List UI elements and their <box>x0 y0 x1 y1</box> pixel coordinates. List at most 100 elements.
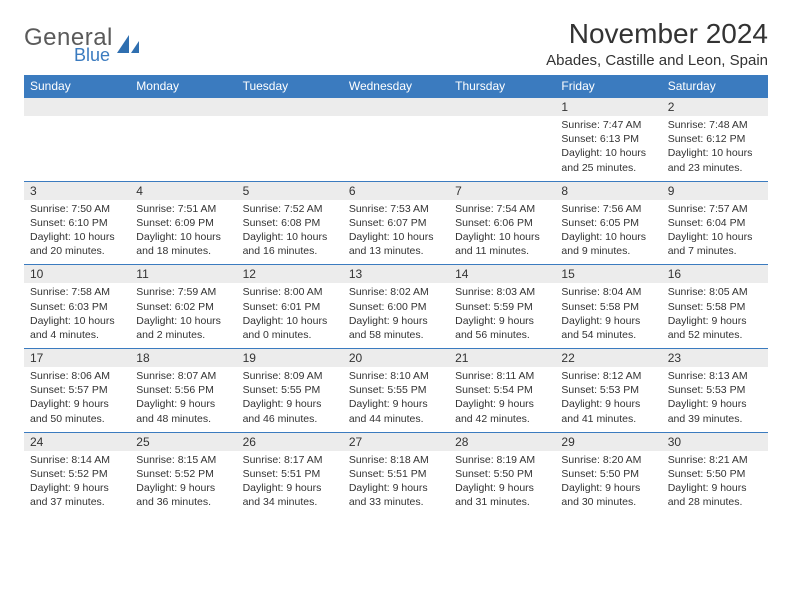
day-content-cell: Sunrise: 8:09 AMSunset: 5:55 PMDaylight:… <box>237 367 343 432</box>
day-content-cell: Sunrise: 8:19 AMSunset: 5:50 PMDaylight:… <box>449 451 555 516</box>
day-number-row: 17181920212223 <box>24 349 768 368</box>
sunrise-line: Sunrise: 8:10 AM <box>349 369 443 383</box>
day-number-cell: 17 <box>24 349 130 368</box>
day-content-cell: Sunrise: 7:50 AMSunset: 6:10 PMDaylight:… <box>24 200 130 265</box>
day-content-cell: Sunrise: 8:15 AMSunset: 5:52 PMDaylight:… <box>130 451 236 516</box>
sunset-line: Sunset: 5:50 PM <box>561 467 655 481</box>
day-content-cell: Sunrise: 8:04 AMSunset: 5:58 PMDaylight:… <box>555 283 661 348</box>
day-number-cell: 21 <box>449 349 555 368</box>
sunset-line: Sunset: 5:58 PM <box>561 300 655 314</box>
sunrise-line: Sunrise: 7:53 AM <box>349 202 443 216</box>
day-content-cell <box>237 116 343 181</box>
day-number-cell <box>343 98 449 117</box>
day-content-cell <box>130 116 236 181</box>
month-title: November 2024 <box>546 18 768 50</box>
sunset-line: Sunset: 6:06 PM <box>455 216 549 230</box>
day-number-cell <box>130 98 236 117</box>
daylight-line: Daylight: 9 hours and 54 minutes. <box>561 314 655 342</box>
logo-text-blue: Blue <box>74 46 113 64</box>
sunrise-line: Sunrise: 7:54 AM <box>455 202 549 216</box>
day-number-cell: 16 <box>662 265 768 284</box>
day-header: Saturday <box>662 75 768 98</box>
daylight-line: Daylight: 10 hours and 9 minutes. <box>561 230 655 258</box>
day-number-cell: 30 <box>662 432 768 451</box>
day-header: Tuesday <box>237 75 343 98</box>
day-content-row: Sunrise: 7:50 AMSunset: 6:10 PMDaylight:… <box>24 200 768 265</box>
daylight-line: Daylight: 10 hours and 11 minutes. <box>455 230 549 258</box>
day-content-cell: Sunrise: 8:18 AMSunset: 5:51 PMDaylight:… <box>343 451 449 516</box>
day-content-cell <box>24 116 130 181</box>
day-number-cell: 19 <box>237 349 343 368</box>
day-number-cell: 7 <box>449 181 555 200</box>
sunset-line: Sunset: 6:10 PM <box>30 216 124 230</box>
daylight-line: Daylight: 10 hours and 16 minutes. <box>243 230 337 258</box>
day-content-cell: Sunrise: 7:51 AMSunset: 6:09 PMDaylight:… <box>130 200 236 265</box>
day-header: Wednesday <box>343 75 449 98</box>
day-number-cell: 11 <box>130 265 236 284</box>
daylight-line: Daylight: 9 hours and 41 minutes. <box>561 397 655 425</box>
daylight-line: Daylight: 10 hours and 25 minutes. <box>561 146 655 174</box>
day-number-row: 3456789 <box>24 181 768 200</box>
day-content-cell: Sunrise: 8:06 AMSunset: 5:57 PMDaylight:… <box>24 367 130 432</box>
day-number-cell: 15 <box>555 265 661 284</box>
day-number-cell: 3 <box>24 181 130 200</box>
day-number-cell: 25 <box>130 432 236 451</box>
sail-icon <box>115 33 141 62</box>
day-content-row: Sunrise: 8:14 AMSunset: 5:52 PMDaylight:… <box>24 451 768 516</box>
daylight-line: Daylight: 9 hours and 37 minutes. <box>30 481 124 509</box>
sunrise-line: Sunrise: 7:50 AM <box>30 202 124 216</box>
sunset-line: Sunset: 5:57 PM <box>30 383 124 397</box>
sunset-line: Sunset: 5:54 PM <box>455 383 549 397</box>
day-number-cell <box>237 98 343 117</box>
daylight-line: Daylight: 9 hours and 31 minutes. <box>455 481 549 509</box>
day-content-row: Sunrise: 7:58 AMSunset: 6:03 PMDaylight:… <box>24 283 768 348</box>
day-content-cell: Sunrise: 7:53 AMSunset: 6:07 PMDaylight:… <box>343 200 449 265</box>
location: Abades, Castille and Leon, Spain <box>546 52 768 69</box>
daylight-line: Daylight: 10 hours and 20 minutes. <box>30 230 124 258</box>
day-number-cell: 1 <box>555 98 661 117</box>
day-header: Thursday <box>449 75 555 98</box>
day-content-cell: Sunrise: 8:17 AMSunset: 5:51 PMDaylight:… <box>237 451 343 516</box>
day-content-cell: Sunrise: 7:56 AMSunset: 6:05 PMDaylight:… <box>555 200 661 265</box>
sunrise-line: Sunrise: 8:17 AM <box>243 453 337 467</box>
day-content-cell: Sunrise: 8:11 AMSunset: 5:54 PMDaylight:… <box>449 367 555 432</box>
day-number-row: 24252627282930 <box>24 432 768 451</box>
sunrise-line: Sunrise: 8:12 AM <box>561 369 655 383</box>
day-number-cell: 9 <box>662 181 768 200</box>
day-number-cell: 24 <box>24 432 130 451</box>
sunset-line: Sunset: 6:08 PM <box>243 216 337 230</box>
day-content-cell: Sunrise: 8:21 AMSunset: 5:50 PMDaylight:… <box>662 451 768 516</box>
header: General Blue November 2024 Abades, Casti… <box>24 18 768 69</box>
sunrise-line: Sunrise: 8:00 AM <box>243 285 337 299</box>
daylight-line: Daylight: 9 hours and 58 minutes. <box>349 314 443 342</box>
sunset-line: Sunset: 5:59 PM <box>455 300 549 314</box>
day-header: Friday <box>555 75 661 98</box>
sunrise-line: Sunrise: 8:04 AM <box>561 285 655 299</box>
day-content-row: Sunrise: 7:47 AMSunset: 6:13 PMDaylight:… <box>24 116 768 181</box>
day-number-cell: 5 <box>237 181 343 200</box>
day-header: Monday <box>130 75 236 98</box>
sunset-line: Sunset: 6:02 PM <box>136 300 230 314</box>
day-number-row: 10111213141516 <box>24 265 768 284</box>
sunrise-line: Sunrise: 7:47 AM <box>561 118 655 132</box>
title-block: November 2024 Abades, Castille and Leon,… <box>546 18 768 69</box>
sunset-line: Sunset: 6:13 PM <box>561 132 655 146</box>
day-number-cell: 6 <box>343 181 449 200</box>
day-content-cell: Sunrise: 7:57 AMSunset: 6:04 PMDaylight:… <box>662 200 768 265</box>
sunrise-line: Sunrise: 7:48 AM <box>668 118 762 132</box>
sunrise-line: Sunrise: 8:14 AM <box>30 453 124 467</box>
sunrise-line: Sunrise: 8:21 AM <box>668 453 762 467</box>
day-number-cell: 2 <box>662 98 768 117</box>
day-content-cell: Sunrise: 7:47 AMSunset: 6:13 PMDaylight:… <box>555 116 661 181</box>
daylight-line: Daylight: 9 hours and 50 minutes. <box>30 397 124 425</box>
daylight-line: Daylight: 10 hours and 23 minutes. <box>668 146 762 174</box>
sunset-line: Sunset: 5:50 PM <box>668 467 762 481</box>
sunset-line: Sunset: 5:55 PM <box>243 383 337 397</box>
daylight-line: Daylight: 10 hours and 18 minutes. <box>136 230 230 258</box>
daylight-line: Daylight: 9 hours and 34 minutes. <box>243 481 337 509</box>
sunrise-line: Sunrise: 7:59 AM <box>136 285 230 299</box>
sunset-line: Sunset: 6:01 PM <box>243 300 337 314</box>
sunrise-line: Sunrise: 8:15 AM <box>136 453 230 467</box>
sunrise-line: Sunrise: 7:51 AM <box>136 202 230 216</box>
daylight-line: Daylight: 9 hours and 33 minutes. <box>349 481 443 509</box>
